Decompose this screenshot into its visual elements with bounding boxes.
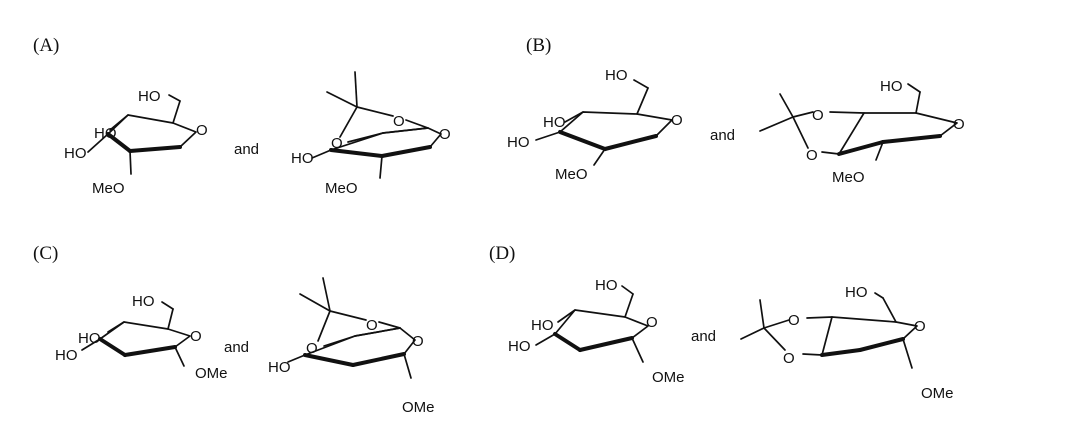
atom-ho: HO [291,150,314,167]
option-d-connector: and [691,328,716,345]
option-a-molecule-2: O O O HO MeO [291,71,451,197]
atom-o: O [914,318,926,335]
option-b-molecule-1: HO HO HO O MeO [507,67,683,183]
atom-o: O [812,107,824,124]
option-b-molecule-2: O O O HO MeO [759,78,965,186]
atom-o: O [646,314,658,331]
atom-ho: HO [543,114,566,131]
option-c-label: (C) [33,243,58,264]
atom-o: O [331,135,343,152]
atom-ho: HO [531,317,554,334]
atom-ome: OMe [921,385,954,402]
option-c-molecule-2: O O O HO OMe [268,277,435,416]
atom-ho: HO [595,277,618,294]
option-d-molecule-1: HO HO HO O OMe [508,277,685,386]
atom-ho: HO [138,88,161,105]
atom-ho: HO [132,293,155,310]
atom-ho: HO [78,330,101,347]
option-b-label: (B) [526,35,551,56]
atom-ho: HO [268,359,291,376]
atom-o: O [671,112,683,129]
atom-meo: MeO [832,169,865,186]
atom-ho: HO [605,67,628,84]
atom-ome: OMe [652,369,685,386]
atom-o: O [439,126,451,143]
option-c-molecule-1: HO HO HO O OMe [55,293,228,382]
atom-ho: HO [845,284,868,301]
atom-o: O [366,317,378,334]
atom-o: O [953,116,965,133]
option-a: (A) HO HO HO O MeO and [33,35,451,197]
atom-ho: HO [64,145,87,162]
option-b-connector: and [710,127,735,144]
option-c: (C) HO HO HO O OMe and [33,243,435,416]
option-d-label: (D) [489,243,515,264]
atom-ho: HO [55,347,78,364]
atom-ho: HO [94,125,117,142]
option-d: (D) HO HO HO O OMe and [489,243,954,402]
option-c-connector: and [224,339,249,356]
atom-o: O [306,340,318,357]
option-d-molecule-2: O O O HO OMe [740,284,954,402]
atom-o: O [190,328,202,345]
atom-ho: HO [880,78,903,95]
atom-meo: MeO [555,166,588,183]
atom-ome: OMe [195,365,228,382]
option-a-connector: and [234,141,259,158]
atom-ho: HO [508,338,531,355]
atom-o: O [412,333,424,350]
atom-o: O [196,122,208,139]
atom-ho: HO [507,134,530,151]
atom-o: O [783,350,795,367]
atom-o: O [806,147,818,164]
option-a-molecule-1: HO HO HO O MeO [64,88,208,197]
atom-meo: MeO [92,180,125,197]
atom-ome: OMe [402,399,435,416]
atom-o: O [788,312,800,329]
atom-meo: MeO [325,180,358,197]
option-b: (B) HO HO HO O MeO and [507,35,965,186]
option-a-label: (A) [33,35,59,56]
atom-o: O [393,113,405,130]
